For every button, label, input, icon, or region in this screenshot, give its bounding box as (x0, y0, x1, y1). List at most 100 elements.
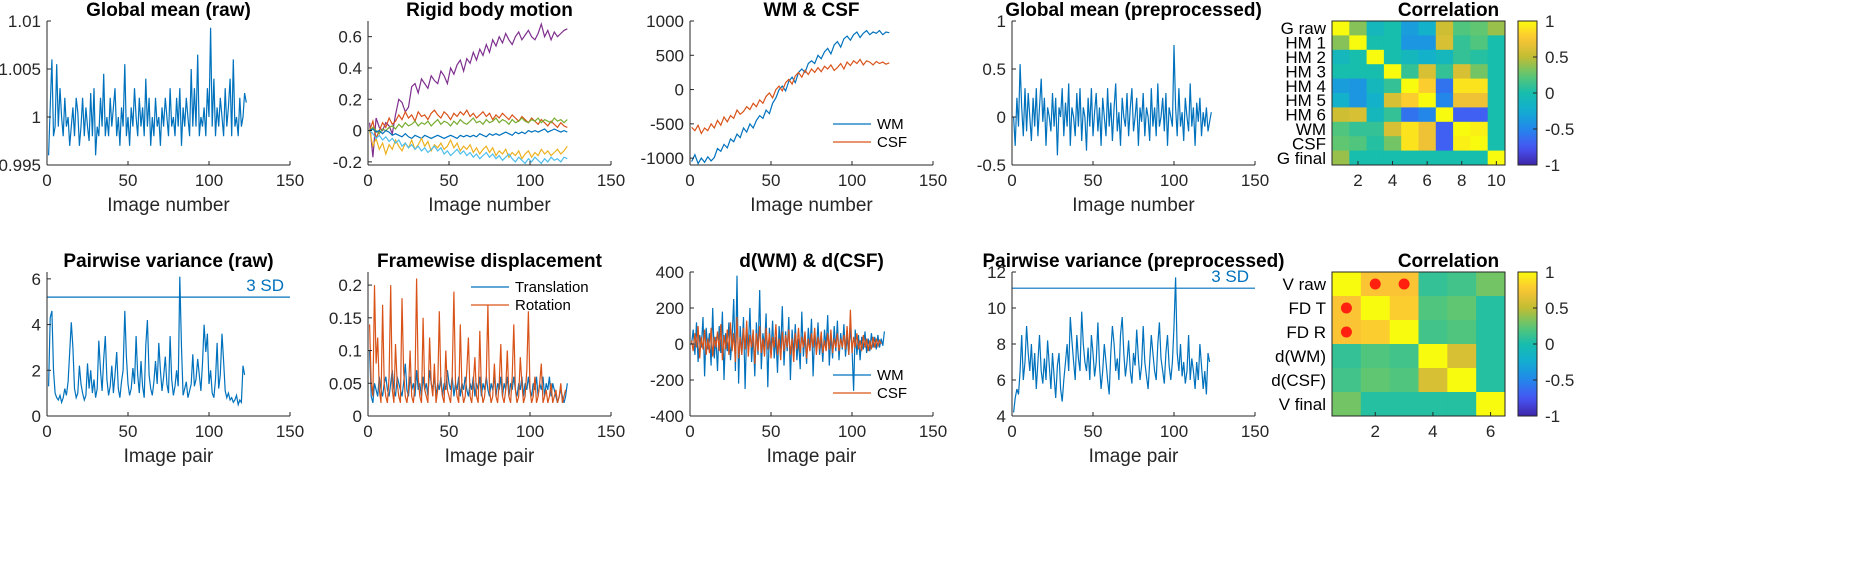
chart-title: Correlation (1398, 0, 1499, 21)
heatmap-cell-r7-c9 (1470, 107, 1489, 123)
heatmap-cell-r2-c2 (1349, 35, 1367, 51)
series-line-csf (691, 58, 890, 135)
heatmap-cell-r8-c1 (1332, 121, 1350, 137)
heatmap-cell-r5-c4 (1383, 78, 1402, 94)
y-tick-label-4: 4 (997, 407, 1006, 426)
heatmap-cell-r9-c4 (1383, 136, 1402, 151)
row-label-d-wm: d(WM) (1275, 347, 1326, 366)
series-line-1 (1013, 44, 1212, 156)
panel-wm-csf: 0 50 100 150 -1000 -500 0 500 1000 WM & CSF Image … (641, 0, 948, 216)
x-tick-label-150: 150 (919, 171, 947, 190)
x-tick-label-150: 150 (919, 422, 947, 441)
chart-title: Global mean (preprocessed) (1005, 0, 1262, 21)
heatmap-cell-r2-c6 (1476, 296, 1506, 321)
x-axis-label: Image pair (767, 446, 857, 467)
heatmap-cell-r1-c6 (1418, 21, 1437, 36)
x-tick-label-100: 100 (838, 422, 866, 441)
heatmap-cell-r2-c7 (1435, 35, 1454, 51)
x-axis-label: Image number (428, 195, 551, 216)
y-tick-label-0p15: 0.15 (329, 309, 362, 328)
x-tick-label-4: 4 (1428, 422, 1437, 441)
heatmap-cell-r7-c2 (1349, 107, 1367, 123)
row-label-fd-t: FD T (1289, 299, 1326, 318)
row-label-hm-6: HM 6 (1285, 106, 1326, 125)
heatmap-cell-r6-c1 (1332, 392, 1362, 417)
heatmap-cell-r2-c10 (1487, 35, 1506, 51)
heatmap-cell-r7-c5 (1401, 107, 1419, 123)
series-line-csf (691, 309, 882, 364)
row-label-hm-3: HM 3 (1285, 62, 1326, 81)
y-tick-label-m400: -400 (650, 407, 684, 426)
heatmap-cell-r4-c10 (1487, 64, 1506, 79)
y-tick-label-1p01: 1.01 (8, 12, 41, 31)
heatmap-cell-r4-c6 (1418, 64, 1437, 79)
y-tick-label-10: 10 (987, 299, 1006, 318)
heatmap-cell-r4-c2 (1360, 344, 1391, 369)
heatmap-cell-r6-c1 (1332, 93, 1350, 108)
panel-dwm-dcsf: 0 50 100 150 -400 -200 0 200 400 d(WM) & d(CSF) Im… (650, 251, 947, 467)
heatmap-frame (1331, 20, 1506, 166)
heatmap-cell-r5-c5 (1401, 78, 1419, 94)
heatmap-cell-r2-c1 (1332, 35, 1350, 51)
significance-marker-r1-c3 (1398, 278, 1410, 290)
y-tick-label-2: 2 (32, 361, 41, 380)
panel-framewise-displacement: 0 50 100 150 0 0.05 0.1 0.15 0.2 Framewise displa… (329, 251, 625, 467)
heatmap-cell-r9-c2 (1349, 136, 1367, 151)
y-tick-label-m1000: -1000 (641, 149, 684, 168)
row-label-d-csf: d(CSF) (1271, 371, 1326, 390)
heatmap-cell-r2-c5 (1447, 296, 1477, 321)
chart-title: Framewise displacement (377, 251, 603, 272)
y-tick-label-6: 6 (32, 270, 41, 289)
series-line-1 (1013, 277, 1211, 413)
y-tick-label-1000: 1000 (646, 12, 684, 31)
legend-label-translation: Translation (515, 279, 589, 296)
heatmap-cell-r3-c2 (1360, 320, 1391, 345)
x-tick-label-150: 150 (276, 171, 304, 190)
heatmap-cell-r4-c6 (1476, 344, 1506, 369)
heatmap-cell-r4-c8 (1453, 64, 1471, 79)
row-label-hm-2: HM 2 (1285, 48, 1326, 67)
x-tick-label-50: 50 (762, 422, 781, 441)
heatmap-cell-r2-c4 (1418, 296, 1448, 321)
heatmap-cell-r3-c3 (1389, 320, 1419, 345)
heatmap-cell-r1-c8 (1453, 21, 1471, 36)
heatmap-cell-r6-c9 (1470, 93, 1489, 108)
colorbar-tick-label-m0p5: -0.5 (1545, 120, 1574, 139)
x-tick-label-0: 0 (42, 422, 51, 441)
heatmap-cell-r2-c2 (1360, 296, 1391, 321)
heatmap-cell-r3-c7 (1435, 49, 1454, 65)
y-tick-label-0: 0 (675, 81, 684, 100)
x-tick-label-100: 100 (195, 422, 223, 441)
x-tick-label-6: 6 (1486, 422, 1495, 441)
heatmap-cell-r4-c5 (1447, 344, 1477, 369)
heatmap-cell-r8-c8 (1453, 121, 1471, 137)
threshold-label: 3 SD (246, 276, 284, 295)
heatmap-cell-r10-c10 (1487, 150, 1506, 166)
row-label-hm-4: HM 4 (1285, 77, 1326, 96)
heatmap-cell-r5-c4 (1418, 368, 1448, 393)
heatmap-cell-r9-c8 (1453, 136, 1471, 151)
row-label-g-raw: G raw (1281, 19, 1327, 38)
y-tick-label-0: 0 (32, 407, 41, 426)
heatmap-cell-r10-c2 (1349, 150, 1367, 166)
chart-title: Global mean (raw) (86, 0, 251, 21)
colorbar-tick-label-m1: -1 (1545, 407, 1560, 426)
x-tick-label-8: 8 (1457, 171, 1466, 190)
heatmap-cell-r6-c6 (1418, 93, 1437, 108)
heatmap-cell-r5-c3 (1366, 78, 1385, 94)
x-tick-label-150: 150 (1241, 171, 1269, 190)
heatmap-cell-r4-c4 (1418, 344, 1448, 369)
heatmap-cell-r5-c5 (1447, 368, 1477, 393)
heatmap-cell-r2-c4 (1383, 35, 1402, 51)
row-label-hm-5: HM 5 (1285, 91, 1326, 110)
x-tick-label-50: 50 (1084, 171, 1103, 190)
colorbar-tick-label-0p5: 0.5 (1545, 299, 1569, 318)
heatmap-cell-r5-c8 (1453, 78, 1471, 94)
series-line-5 (369, 130, 568, 160)
heatmap-cell-r3-c9 (1470, 49, 1489, 65)
heatmap-cell-r6-c7 (1435, 93, 1454, 108)
heatmap-cell-r3-c6 (1418, 49, 1437, 65)
